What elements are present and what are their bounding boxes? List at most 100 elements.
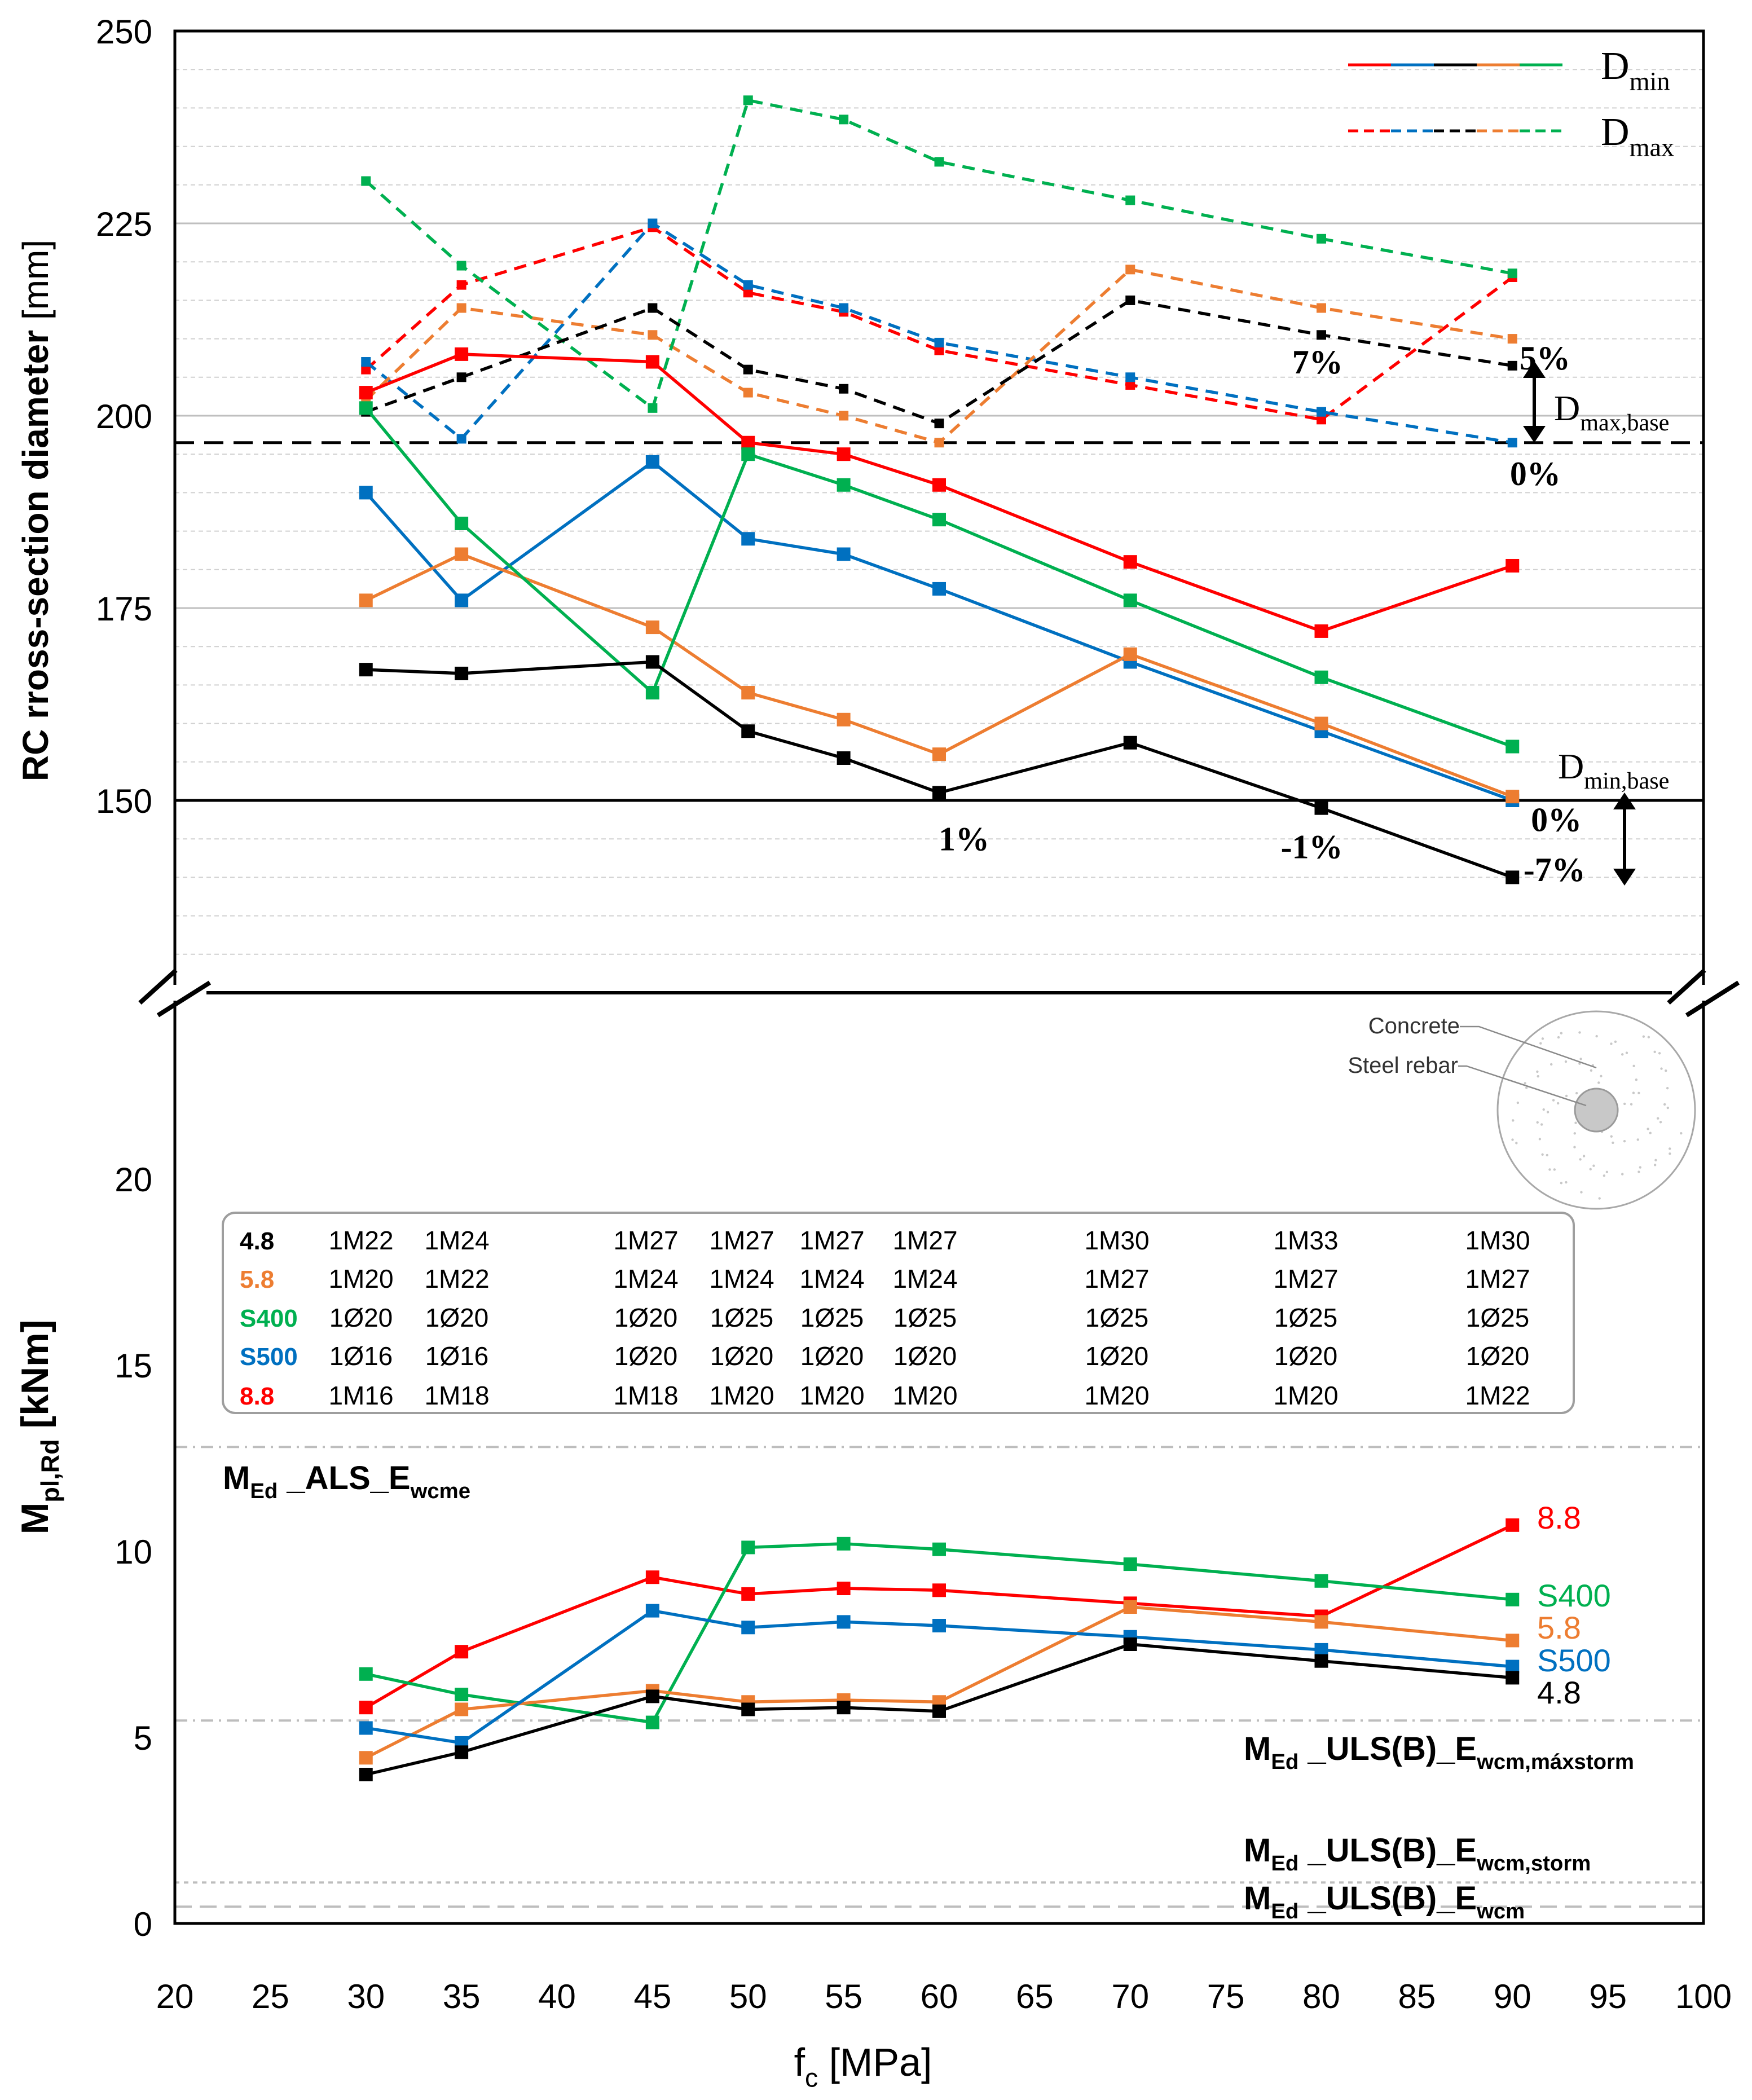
mpl-series-8.8-point — [741, 1587, 755, 1601]
rebar-table-grade: 8.8 — [240, 1383, 274, 1410]
series-end-label-4.8: 4.8 — [1537, 1675, 1581, 1710]
dmax-series-S500-line — [365, 222, 1513, 444]
dmin-series-8.8-point — [1506, 558, 1520, 573]
dmax-series-S500-point — [934, 337, 944, 347]
concrete-aggregate-dot — [1516, 1101, 1520, 1104]
x-tick-label: 40 — [538, 1978, 576, 2015]
mpl-series-5.8-point — [455, 1702, 469, 1716]
dmin-series-S500-point — [645, 455, 659, 469]
bottom-y-tick-label: 5 — [134, 1719, 152, 1757]
percent-annotation: 0% — [1531, 802, 1582, 839]
dmax-series-S400-point — [1507, 268, 1517, 279]
label-part: _ULS(B)_E — [1298, 1880, 1477, 1917]
dmax-series-S500-point — [839, 303, 849, 313]
concrete-aggregate-dot — [1537, 1075, 1539, 1078]
dmax-series-4.8-point — [1317, 330, 1326, 340]
concrete-aggregate-dot — [1658, 1052, 1661, 1055]
concrete-aggregate-dot — [1656, 1117, 1659, 1120]
rebar-table-cell: 1Ø25 — [710, 1303, 774, 1332]
dmax-series-5.8-point — [456, 303, 466, 313]
mpl-series-5.8-point — [1506, 1634, 1520, 1648]
mpl-series-S400-point — [837, 1537, 851, 1551]
concrete-aggregate-dot — [1630, 1103, 1633, 1106]
series-end-label-8.8: 8.8 — [1537, 1500, 1581, 1535]
dmax-series-S400-point — [456, 261, 466, 271]
concrete-aggregate-dot — [1623, 1102, 1626, 1106]
concrete-aggregate-dot — [1539, 1042, 1542, 1045]
mpl-series-S400-point — [1506, 1592, 1520, 1606]
rebar-table-cell: 1Ø20 — [329, 1303, 393, 1332]
reference-line-label: MEd _ULS(B)_Ewcm — [1244, 1880, 1525, 1923]
concrete-aggregate-dot — [1665, 1069, 1667, 1072]
concrete-aggregate-dot — [1647, 1036, 1650, 1038]
concrete-aggregate-dot — [1560, 1032, 1563, 1034]
cross-section-inset: Concrete Steel rebar — [1348, 1010, 1696, 1210]
x-tick-label: 30 — [347, 1978, 385, 2015]
dmax-series-S400-point — [648, 403, 658, 413]
concrete-aggregate-dot — [1578, 1062, 1581, 1065]
rebar-table-cell: 1M24 — [424, 1226, 489, 1255]
rebar-table-cell: 1M30 — [1465, 1226, 1530, 1255]
rebar-table-cell: 1Ø20 — [1466, 1341, 1530, 1371]
mpl-series-4.8-point — [932, 1704, 946, 1718]
dmin-series-S400-point — [455, 516, 469, 530]
top-y-tick-label: 225 — [96, 205, 152, 243]
rebar-table-cell: 1M24 — [892, 1264, 957, 1293]
rebar-table-cell: 1M20 — [892, 1381, 957, 1410]
rebar-table-cell: 1Ø20 — [425, 1303, 489, 1332]
x-tick-label: 20 — [156, 1978, 194, 2015]
top-y-tick-label: 150 — [96, 782, 152, 820]
concrete-aggregate-dot — [1574, 1121, 1577, 1124]
dmax-series-S400-point — [1125, 195, 1135, 205]
dmin-series-S500-point — [741, 532, 755, 546]
mpl-series-8.8-point — [837, 1582, 851, 1595]
mpl-series-8.8-point — [359, 1701, 373, 1715]
label-subscript: wcme — [410, 1479, 470, 1503]
x-axis-title: fc [MPa] — [794, 2040, 932, 2093]
top-y-axis-title-main: RC rross-section diameter — [15, 330, 56, 781]
x-tick-label: 50 — [729, 1978, 767, 2015]
mpl-series-5.8-point — [1314, 1615, 1328, 1629]
rebar-table-cell: 1M27 — [613, 1226, 678, 1255]
rebar-table-cell: 1M20 — [799, 1381, 864, 1410]
rebar-table-cell: 1M27 — [1465, 1264, 1530, 1293]
concrete-aggregate-dot — [1600, 1075, 1603, 1077]
concrete-aggregate-dot — [1511, 1138, 1514, 1141]
rebar-table-cell: 1M20 — [1273, 1381, 1338, 1410]
dmin-range-arrow-head — [1613, 793, 1636, 809]
concrete-aggregate-dot — [1579, 1158, 1582, 1161]
dmax-series-5.8-point — [839, 411, 849, 421]
dmax-series-S500-point — [743, 280, 753, 290]
dmin-series-S400-point — [359, 401, 373, 415]
rebar-table-cell: 1Ø20 — [614, 1303, 678, 1332]
axis-layer: 20 25 30 35 40 45 50 55 60 65 70 75 80 85 90 95 10015017… — [14, 13, 1732, 2093]
mpl-series-4.8-point — [837, 1701, 851, 1715]
mpl-series-4.8-point — [741, 1702, 755, 1716]
concrete-aggregate-dot — [1621, 1173, 1624, 1176]
dmin-base-label: Dmin,base — [1558, 746, 1669, 794]
rebar-table-cell: 1Ø25 — [893, 1303, 957, 1332]
dmin-series-8.8-point — [359, 386, 373, 400]
x-tick-label: 100 — [1675, 1978, 1732, 2015]
percent-annotation: 5% — [1520, 340, 1570, 377]
dmax-series-S400-point — [934, 157, 944, 167]
dmax-series-S500-point — [1507, 438, 1517, 448]
concrete-leader-line — [1460, 1025, 1597, 1069]
dmax-series-4.8-point — [934, 419, 944, 429]
concrete-aggregate-dot — [1605, 1170, 1609, 1173]
concrete-aggregate-dot — [1515, 1142, 1518, 1144]
dmin-series-5.8-point — [1506, 790, 1520, 804]
dmin-series-4.8-point — [645, 655, 659, 669]
dmax-series-S500-point — [361, 357, 371, 367]
mpl-series-S400-point — [455, 1688, 469, 1702]
rebar-table-cell: 1M20 — [1084, 1381, 1149, 1410]
rebar-table-cell: 1M22 — [1465, 1381, 1530, 1410]
dmin-series-S400-point — [1506, 739, 1520, 754]
dmax-series-S500-point — [456, 434, 466, 444]
x-tick-label: 75 — [1207, 1978, 1245, 2015]
dmin-series-4.8-point — [1506, 870, 1520, 884]
concrete-aggregate-dot — [1654, 1159, 1657, 1162]
label-subscript: Ed — [1271, 1750, 1298, 1774]
mpl-series-S500-point — [837, 1615, 851, 1629]
